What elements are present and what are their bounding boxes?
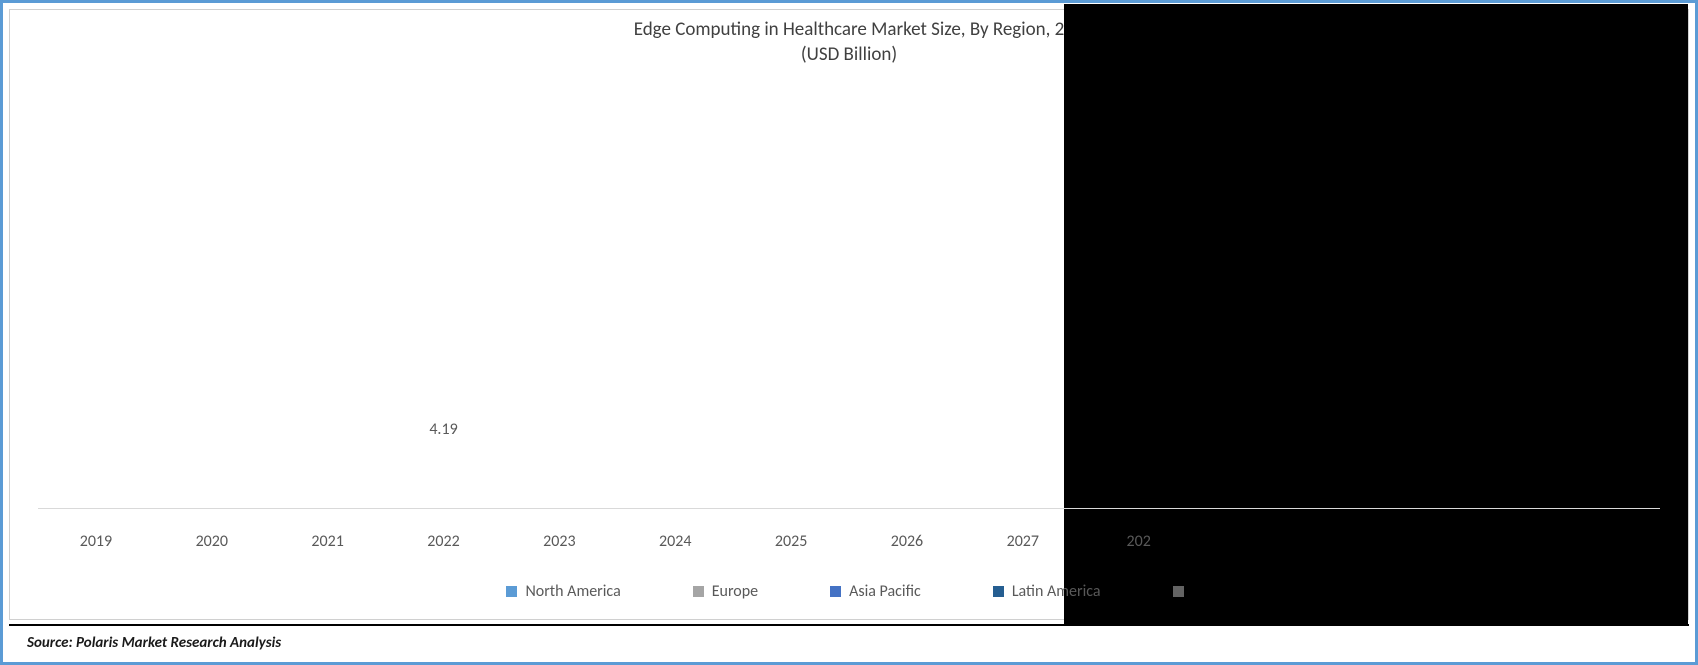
bar-slot: [1312, 82, 1428, 509]
x-axis-label: 2021: [270, 532, 386, 551]
x-axis-label: 2019: [38, 532, 154, 551]
legend-swatch: [506, 586, 517, 597]
chart-frame: Edge Computing in Healthcare Market Size…: [0, 0, 1698, 665]
x-axis-label: 2020: [154, 532, 270, 551]
legend-item: North America: [506, 582, 620, 601]
legend-label: Latin America: [1012, 582, 1101, 601]
legend-swatch: [993, 586, 1004, 597]
x-axis-label: 2026: [849, 532, 965, 551]
bar-data-label: 4.19: [429, 420, 457, 439]
bar-slot: [154, 82, 270, 509]
x-axis-label: 2027: [965, 532, 1081, 551]
legend-label: Asia Pacific: [849, 582, 921, 601]
bars-container: 4.19: [38, 82, 1660, 509]
legend-item: Europe: [693, 582, 758, 601]
x-axis-label: [1544, 532, 1660, 551]
bar-slot: [617, 82, 733, 509]
bar-slot: [270, 82, 386, 509]
source-divider: [9, 624, 1689, 626]
x-axis-label: 2024: [617, 532, 733, 551]
bar-slot: 4.19: [386, 82, 502, 509]
x-axis-label: 2025: [733, 532, 849, 551]
bar-slot: [1428, 82, 1544, 509]
x-axis-label: [1428, 532, 1544, 551]
x-axis-label: 2023: [501, 532, 617, 551]
x-axis-label: 202: [1081, 532, 1197, 551]
legend-label: Europe: [712, 582, 758, 601]
bar-slot: [733, 82, 849, 509]
legend-swatch: [693, 586, 704, 597]
plot-area: 4.19: [38, 82, 1660, 509]
legend-item: [1173, 582, 1192, 601]
bar-slot: [1544, 82, 1660, 509]
x-axis-label: [1312, 532, 1428, 551]
legend-label: North America: [525, 582, 620, 601]
bar-slot: [1197, 82, 1313, 509]
bar-slot: [965, 82, 1081, 509]
x-axis-label: [1197, 532, 1313, 551]
legend: North America Europe Asia Pacific Latin Ame…: [10, 582, 1688, 601]
legend-item: Asia Pacific: [830, 582, 921, 601]
chart-inner: Edge Computing in Healthcare Market Size…: [9, 9, 1689, 620]
bar-slot: [1081, 82, 1197, 509]
legend-swatch: [830, 586, 841, 597]
x-axis-labels: 201920202021202220232024202520262027202: [38, 532, 1660, 551]
bar-slot: [38, 82, 154, 509]
legend-item: Latin America: [993, 582, 1101, 601]
legend-swatch: [1173, 586, 1184, 597]
bar-slot: [501, 82, 617, 509]
x-axis-label: 2022: [386, 532, 502, 551]
bar-slot: [849, 82, 965, 509]
source-attribution: Source: Polaris Market Research Analysis: [27, 634, 281, 652]
